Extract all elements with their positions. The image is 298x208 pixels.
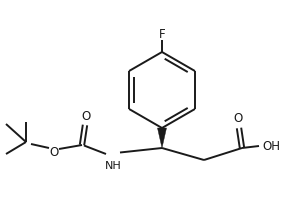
Text: O: O [49, 146, 59, 160]
Text: F: F [159, 27, 165, 41]
Polygon shape [158, 128, 167, 148]
Text: O: O [233, 113, 243, 125]
Text: O: O [81, 109, 91, 123]
Text: NH: NH [105, 161, 121, 171]
Text: OH: OH [262, 140, 280, 152]
